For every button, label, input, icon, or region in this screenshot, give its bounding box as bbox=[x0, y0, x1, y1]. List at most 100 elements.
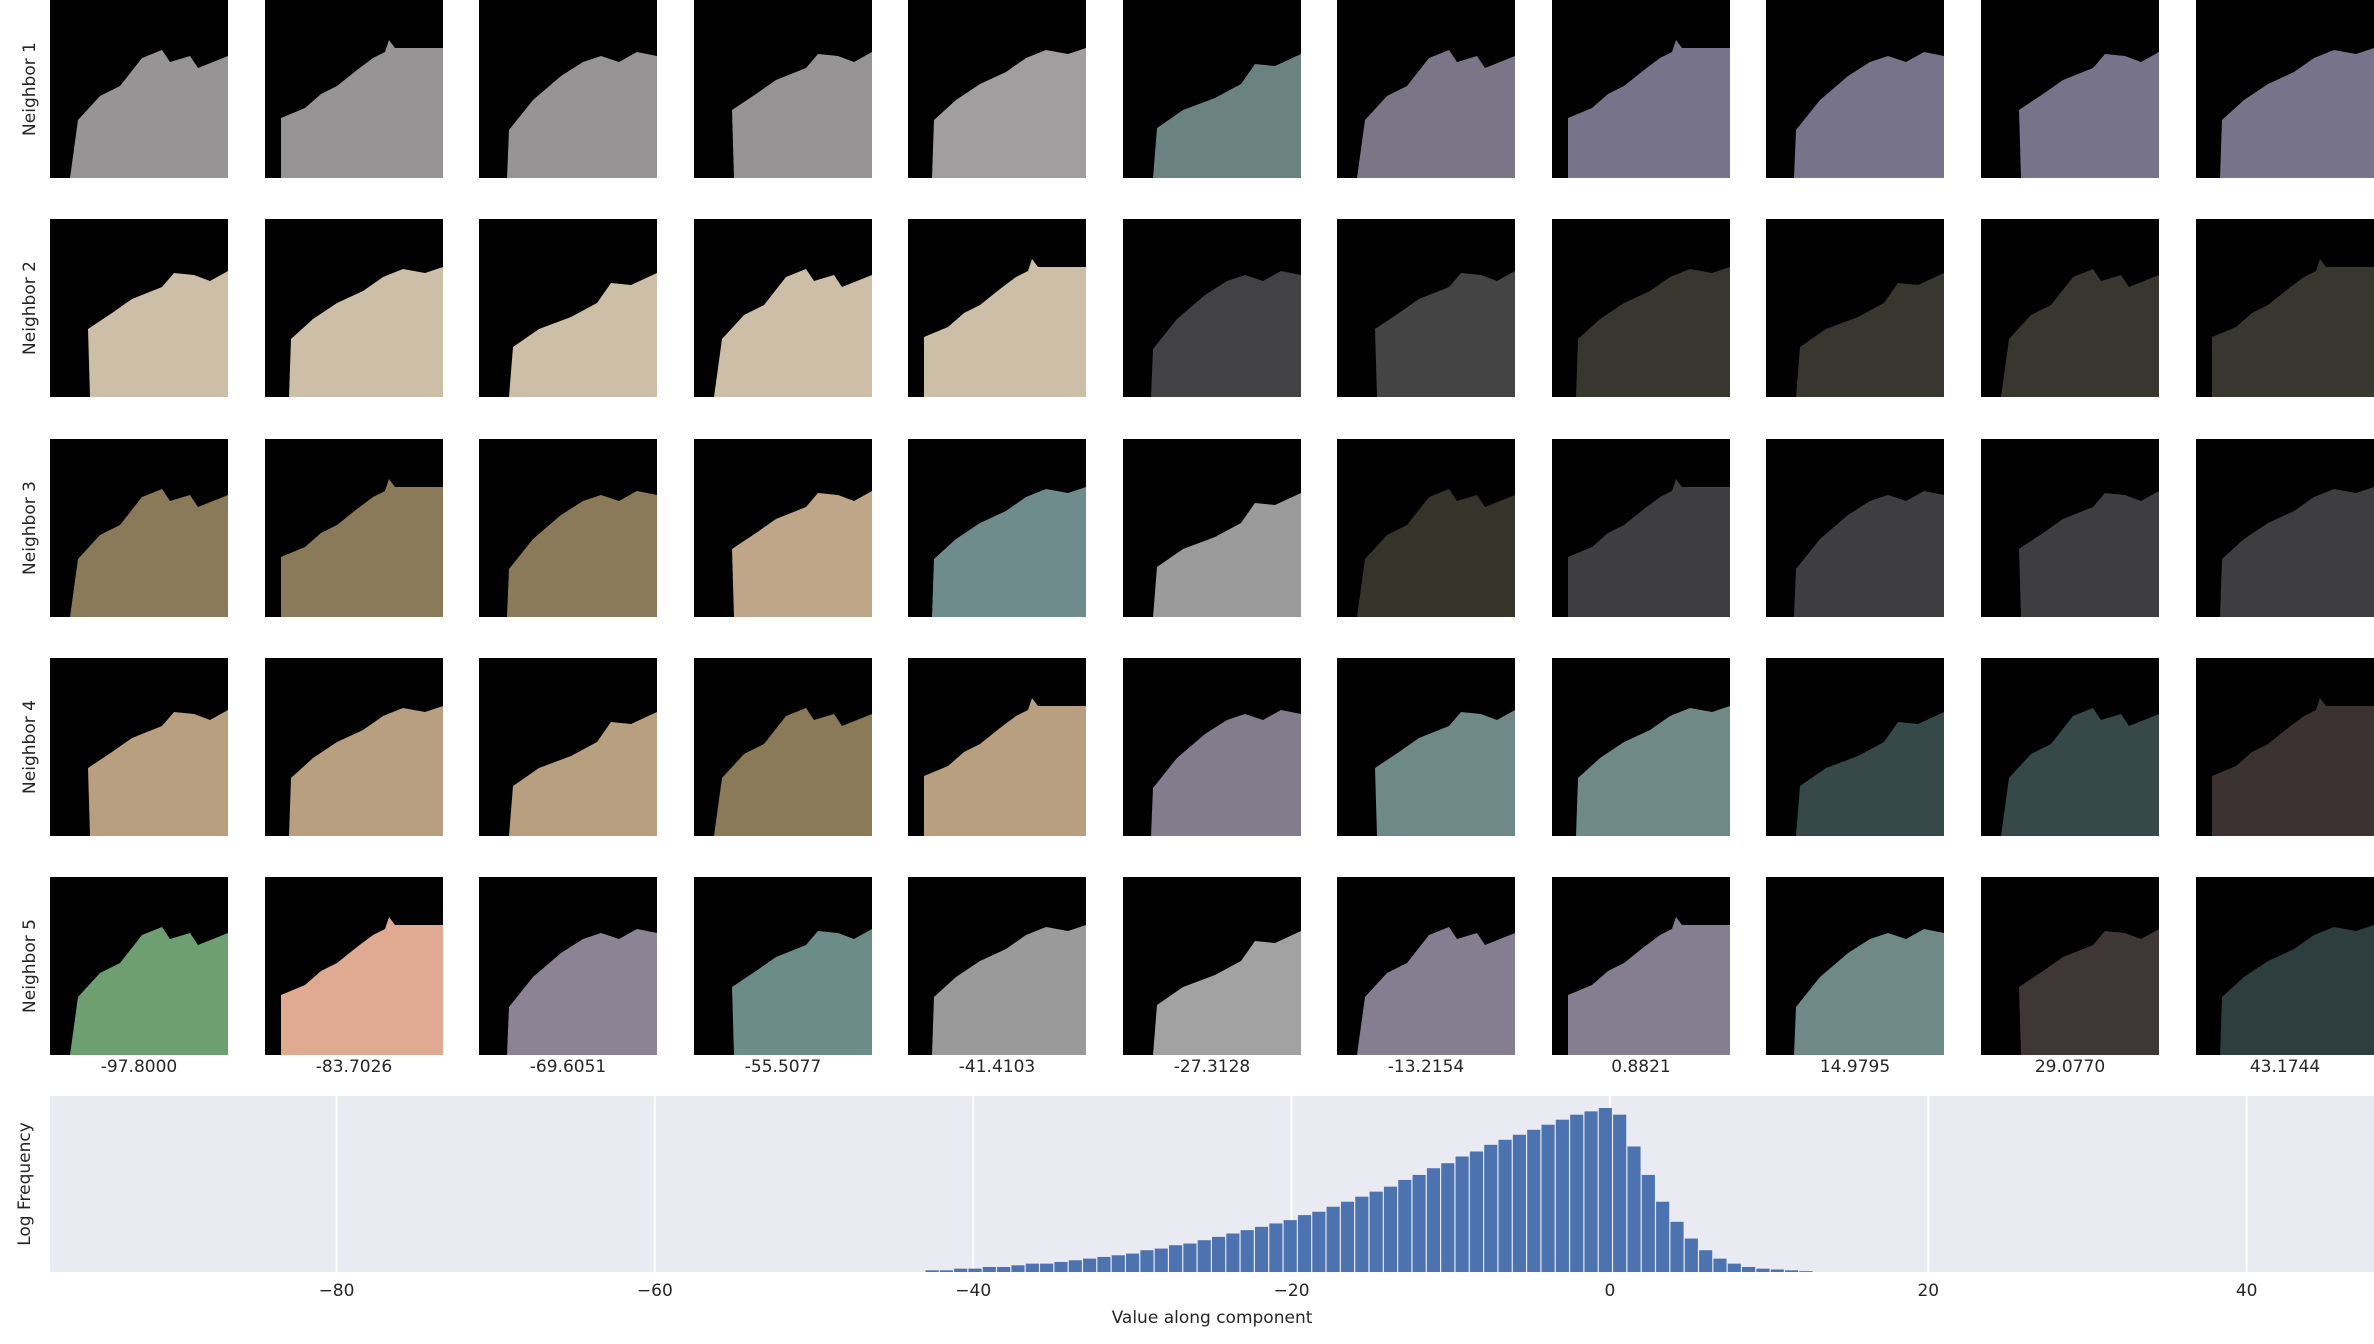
neighbor-image bbox=[281, 917, 443, 1055]
column-value-label: -69.6051 bbox=[529, 1057, 607, 1077]
gridlines bbox=[335, 1096, 2248, 1272]
histogram-bar bbox=[1226, 1233, 1240, 1272]
neighbor-image-tile bbox=[694, 658, 872, 836]
object-silhouette bbox=[509, 712, 657, 836]
histogram-bar bbox=[1785, 1270, 1799, 1272]
column-value-label: -41.4103 bbox=[958, 1057, 1036, 1077]
neighbor-image bbox=[1151, 271, 1301, 397]
histogram-bar bbox=[1455, 1156, 1469, 1272]
object-silhouette bbox=[2212, 259, 2374, 397]
neighbor-image-tile bbox=[1981, 877, 2159, 1055]
neighbor-image-tile bbox=[1123, 0, 1301, 178]
neighbor-image-tile bbox=[694, 219, 872, 397]
histogram-bar bbox=[1512, 1134, 1526, 1272]
neighbor-image-tile bbox=[908, 439, 1086, 617]
neighbor-image bbox=[1151, 710, 1301, 836]
neighbor-image-tile bbox=[50, 219, 228, 397]
neighbor-image-tile bbox=[479, 0, 657, 178]
object-silhouette bbox=[1153, 493, 1301, 617]
neighbor-image-tile bbox=[1123, 219, 1301, 397]
neighbor-image bbox=[509, 712, 657, 836]
column-value-label: 0.8821 bbox=[1611, 1057, 1671, 1077]
histogram-bar bbox=[1169, 1245, 1183, 1272]
histogram-bar bbox=[1083, 1258, 1097, 1272]
neighbor-image bbox=[1357, 927, 1515, 1055]
neighbor-image-tile bbox=[908, 219, 1086, 397]
histogram-bar bbox=[1326, 1206, 1340, 1272]
object-silhouette bbox=[507, 491, 657, 617]
neighbor-image-tile bbox=[50, 877, 228, 1055]
neighbor-image-tile bbox=[2196, 219, 2374, 397]
histogram-bar bbox=[968, 1268, 982, 1272]
histogram-bar bbox=[1713, 1258, 1727, 1272]
x-tick-label: −60 bbox=[637, 1281, 673, 1301]
neighbor-image bbox=[509, 273, 657, 397]
histogram-bar bbox=[1699, 1250, 1713, 1272]
object-silhouette bbox=[1153, 54, 1301, 178]
neighbor-image-tile bbox=[694, 0, 872, 178]
neighbor-image bbox=[289, 267, 443, 397]
column-value-label: 14.9795 bbox=[1819, 1057, 1891, 1077]
column-value-label: -97.8000 bbox=[100, 1057, 178, 1077]
neighbor-image bbox=[2212, 698, 2374, 836]
column-value-label: 29.0770 bbox=[2034, 1057, 2106, 1077]
object-silhouette bbox=[2019, 929, 2159, 1055]
histogram-bar bbox=[1197, 1240, 1211, 1272]
neighbor-image-tile bbox=[479, 658, 657, 836]
neighbor-image-tile bbox=[50, 439, 228, 617]
neighbor-image-tile bbox=[1123, 877, 1301, 1055]
object-silhouette bbox=[507, 929, 657, 1055]
histogram-bar bbox=[1426, 1168, 1441, 1272]
neighbor-image bbox=[88, 271, 228, 397]
histogram-bar bbox=[997, 1266, 1011, 1272]
object-silhouette bbox=[2019, 491, 2159, 617]
histogram-bar bbox=[1355, 1196, 1369, 1272]
histogram-bar bbox=[1756, 1268, 1770, 1272]
neighbor-image bbox=[2001, 708, 2159, 836]
neighbor-image bbox=[1153, 493, 1301, 617]
histogram-bar bbox=[1283, 1220, 1297, 1272]
column-value-label: -27.3128 bbox=[1173, 1057, 1251, 1077]
histogram-bar bbox=[1742, 1266, 1756, 1272]
neighbor-image bbox=[1375, 271, 1515, 397]
neighbor-image bbox=[1153, 931, 1301, 1055]
neighbor-image bbox=[932, 925, 1086, 1055]
histogram-bar bbox=[1656, 1201, 1670, 1272]
neighbor-image-tile bbox=[1981, 0, 2159, 178]
neighbor-image bbox=[281, 479, 443, 617]
x-tick-labels: −80 −60 −40 −20 0 20 40 bbox=[319, 1281, 2258, 1301]
neighbor-image-grid: Neighbor 1 Neighbor 2 Neighbor 3 Neighbor 4… bbox=[20, 0, 2374, 1077]
object-silhouette bbox=[732, 491, 872, 617]
histogram-bar bbox=[1670, 1221, 1684, 1272]
histogram-bar bbox=[1312, 1211, 1326, 1272]
row-label-text: Neighbor 2 bbox=[20, 261, 40, 355]
histogram-bar bbox=[1684, 1238, 1698, 1272]
object-silhouette bbox=[1576, 267, 1730, 397]
neighbor-image bbox=[1568, 479, 1730, 617]
object-silhouette bbox=[1375, 710, 1515, 836]
object-silhouette bbox=[1151, 710, 1301, 836]
object-silhouette bbox=[1794, 52, 1944, 178]
histogram-bar bbox=[1140, 1250, 1154, 1272]
neighbor-image bbox=[1794, 929, 1944, 1055]
histogram-bar bbox=[1570, 1114, 1584, 1272]
neighbor-image bbox=[2019, 52, 2159, 178]
neighbor-image bbox=[70, 489, 228, 617]
object-silhouette bbox=[281, 917, 443, 1055]
neighbor-image-tile bbox=[50, 0, 228, 178]
neighbor-image bbox=[507, 491, 657, 617]
neighbor-image-tile bbox=[908, 877, 1086, 1055]
object-silhouette bbox=[2220, 48, 2374, 178]
neighbor-image bbox=[714, 269, 872, 397]
histogram-bar bbox=[1183, 1243, 1197, 1272]
histogram-bar bbox=[1340, 1201, 1355, 1272]
object-silhouette bbox=[714, 708, 872, 836]
neighbor-image-tile bbox=[479, 219, 657, 397]
histogram-bar bbox=[1398, 1179, 1412, 1272]
neighbor-image bbox=[1794, 52, 1944, 178]
object-silhouette bbox=[70, 927, 228, 1055]
histogram-bar bbox=[1484, 1144, 1498, 1272]
neighbor-image-tile bbox=[694, 439, 872, 617]
object-silhouette bbox=[2001, 269, 2159, 397]
histogram-bar bbox=[1212, 1236, 1226, 1272]
